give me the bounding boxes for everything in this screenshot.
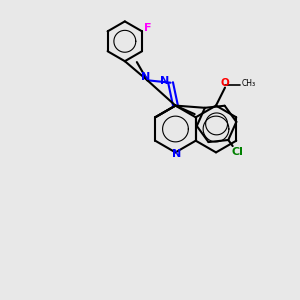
Text: N: N bbox=[141, 72, 151, 82]
Text: Cl: Cl bbox=[231, 147, 243, 157]
Text: F: F bbox=[143, 23, 151, 33]
Text: N: N bbox=[160, 76, 169, 86]
Text: N: N bbox=[172, 149, 182, 159]
Text: CH₃: CH₃ bbox=[242, 79, 256, 88]
Text: O: O bbox=[220, 78, 230, 88]
